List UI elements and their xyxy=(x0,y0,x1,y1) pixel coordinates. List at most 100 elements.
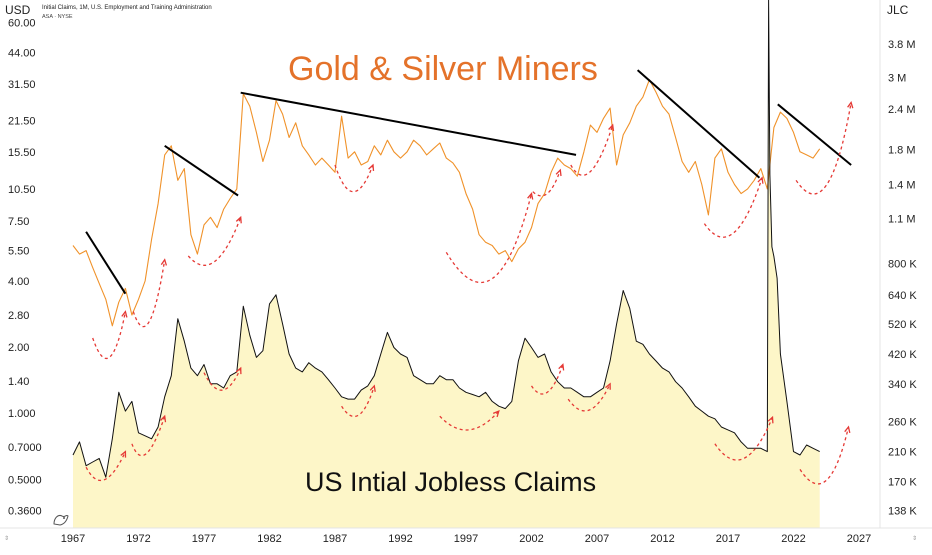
projection-arrow-15 xyxy=(530,364,564,395)
left-tick-label: 31.50 xyxy=(8,79,36,91)
right-tick-label: 420 K xyxy=(888,349,917,361)
left-tick-label: 0.7000 xyxy=(8,442,42,454)
x-tick-label: 1977 xyxy=(192,533,216,545)
x-tick-label: 1982 xyxy=(257,533,281,545)
projection-arrowhead-15 xyxy=(558,363,565,371)
projection-arrowhead-2 xyxy=(160,258,168,266)
claims-area-layer xyxy=(73,0,820,528)
left-tick-label: 7.50 xyxy=(8,216,29,228)
jobless-claims-line xyxy=(72,0,820,478)
x-tick-label: 1997 xyxy=(454,533,478,545)
right-tick-label: 3 M xyxy=(888,72,906,84)
right-currency-label: JLC xyxy=(887,3,909,17)
right-tick-label: 1.1 M xyxy=(888,214,916,226)
resistance-trendline-4 xyxy=(636,69,761,179)
chart-title: Gold & Silver Miners xyxy=(288,50,598,88)
x-tick-label: 2012 xyxy=(650,533,674,545)
chart-subtitle: US Intial Jobless Claims xyxy=(305,467,596,497)
projection-arrow-1 xyxy=(92,311,127,359)
left-tick-label: 0.5000 xyxy=(8,474,42,486)
x-tick-label: 1967 xyxy=(61,533,85,545)
x-tick-label: 1992 xyxy=(388,533,412,545)
x-tick-label: 1972 xyxy=(126,533,150,545)
resistance-trendline-2 xyxy=(164,144,239,197)
projection-arrow-16 xyxy=(567,383,611,412)
left-tick-label: 1.000 xyxy=(8,408,36,420)
right-tick-label: 260 K xyxy=(888,417,917,429)
projection-arrowhead-14 xyxy=(492,409,500,418)
claims-area-fill xyxy=(73,0,820,528)
projection-arrowhead-3 xyxy=(235,215,242,224)
projection-arrowhead-8 xyxy=(757,176,764,184)
projection-arrow-18 xyxy=(799,426,850,485)
right-axis: 3.8 M 3 M 2.4 M 1.8 M 1.4 M 1.1 M 800 K 640 K 52… xyxy=(888,39,917,518)
right-tick-label: 170 K xyxy=(888,476,917,488)
right-tick-label: 3.8 M xyxy=(888,39,916,51)
projection-arrow-14 xyxy=(439,410,500,431)
projection-arrowhead-1 xyxy=(121,310,128,318)
projection-arrow-7 xyxy=(570,124,614,176)
projection-arrowhead-13 xyxy=(369,384,376,392)
gold-silver-miners-line xyxy=(72,79,821,327)
projection-arrowhead-7 xyxy=(608,123,615,132)
right-tick-label: 138 K xyxy=(888,506,917,518)
projection-arrowhead-18 xyxy=(844,425,851,434)
projection-arrowhead-6 xyxy=(555,168,562,177)
tradingview-logo-icon[interactable] xyxy=(53,514,69,526)
projection-arrowhead-12 xyxy=(235,366,242,375)
projection-arrowhead-10 xyxy=(120,450,127,458)
projection-arrow-4 xyxy=(334,164,374,193)
source-line-1: Initial Claims, 1M, U.S. Employment and … xyxy=(42,5,212,11)
left-tick-label: 10.50 xyxy=(8,184,36,196)
right-tick-label: 210 K xyxy=(888,447,917,459)
x-tick-label: 2002 xyxy=(519,533,543,545)
projection-arrow-6 xyxy=(532,169,561,197)
projection-arrow-12 xyxy=(203,367,242,391)
left-tick-label: 0.3600 xyxy=(8,506,42,518)
projection-arrowhead-11 xyxy=(160,414,167,423)
right-tick-label: 2.4 M xyxy=(888,104,916,116)
projection-arrowhead-17 xyxy=(767,415,774,424)
x-tick-label: 2022 xyxy=(781,533,805,545)
left-tick-label: 15.50 xyxy=(8,147,36,159)
projection-arrowhead-16 xyxy=(605,382,611,390)
scroll-indicator-right[interactable]: ⇕ xyxy=(912,535,917,542)
left-tick-label: 44.00 xyxy=(8,47,36,59)
projection-arrowhead-9 xyxy=(847,101,854,109)
left-tick-label: 5.50 xyxy=(8,246,29,258)
resistance-trendline-1 xyxy=(85,231,127,295)
left-currency-label: USD xyxy=(5,3,31,17)
scroll-indicator-left[interactable]: ⇕ xyxy=(4,535,9,542)
right-tick-label: 640 K xyxy=(888,290,917,302)
projection-arrow-2 xyxy=(132,259,166,328)
left-tick-label: 21.50 xyxy=(8,116,36,128)
right-tick-label: 340 K xyxy=(888,379,917,391)
projection-arrowhead-4 xyxy=(368,163,375,171)
projection-arrow-5 xyxy=(445,193,533,284)
left-tick-label: 4.00 xyxy=(8,276,29,288)
projection-arrow-10 xyxy=(85,451,126,481)
projection-arrow-8 xyxy=(703,177,763,238)
left-tick-label: 1.40 xyxy=(8,376,29,388)
x-axis: 1967 1972 1977 1982 1987 1992 1997 2002 2007 2012… xyxy=(61,533,871,545)
x-tick-label: 1987 xyxy=(323,533,347,545)
projection-arrowhead-5 xyxy=(527,192,534,200)
right-tick-label: 520 K xyxy=(888,319,917,331)
source-line-2: ASA · NYSE xyxy=(42,14,73,20)
trendline-layer xyxy=(85,69,852,295)
left-tick-label: 2.80 xyxy=(8,310,29,322)
x-tick-label: 2007 xyxy=(585,533,609,545)
x-tick-label: 2017 xyxy=(716,533,740,545)
projection-arrow-9 xyxy=(795,102,852,195)
left-axis: 60.00 44.00 31.50 21.50 15.50 10.50 7.50 5.50 4.… xyxy=(8,18,42,518)
resistance-trendline-3 xyxy=(240,91,577,156)
x-tick-label: 2027 xyxy=(847,533,871,545)
left-tick-label: 2.00 xyxy=(8,342,29,354)
right-tick-label: 1.8 M xyxy=(888,144,916,156)
projection-arrow-3 xyxy=(187,217,242,266)
projection-arrow-17 xyxy=(714,417,774,461)
right-tick-label: 800 K xyxy=(888,258,917,270)
projection-arrow-layer xyxy=(85,101,854,485)
